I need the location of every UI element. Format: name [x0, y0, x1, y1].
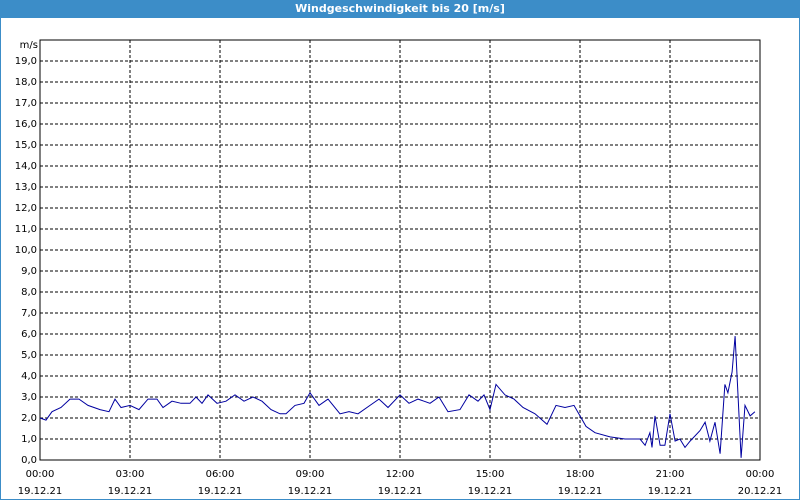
- x-tick-label: 09:00: [296, 469, 325, 480]
- x-tick-date: 20.12.21: [738, 486, 783, 497]
- y-tick-label: 18,0: [15, 77, 37, 88]
- y-tick-label: 9,0: [21, 266, 37, 277]
- y-tick-label: 0,0: [21, 455, 37, 466]
- y-tick-label: 1,0: [21, 434, 37, 445]
- y-tick-label: 14,0: [15, 161, 37, 172]
- x-tick-label: 06:00: [206, 469, 235, 480]
- y-tick-label: 11,0: [15, 224, 37, 235]
- y-tick-label: 16,0: [15, 119, 37, 130]
- x-tick-date: 19.12.21: [288, 486, 333, 497]
- chart-title: Windgeschwindigkeit bis 20 [m/s]: [295, 2, 505, 15]
- y-tick-label: 4,0: [21, 371, 37, 382]
- y-tick-label: 13,0: [15, 182, 37, 193]
- y-tick-label: 15,0: [15, 140, 37, 151]
- x-tick-label: 00:00: [746, 469, 775, 480]
- data-line: [39, 336, 756, 458]
- x-tick-date: 19.12.21: [108, 486, 153, 497]
- x-tick-date: 19.12.21: [198, 486, 243, 497]
- y-tick-label: 17,0: [15, 98, 37, 109]
- y-tick-label: 12,0: [15, 203, 37, 214]
- y-tick-label: 7,0: [21, 308, 37, 319]
- y-tick-label: 2,0: [21, 413, 37, 424]
- x-tick-date: 19.12.21: [468, 486, 513, 497]
- plot-border: [39, 39, 761, 461]
- y-tick-label: 10,0: [15, 245, 37, 256]
- x-tick-label: 18:00: [566, 469, 595, 480]
- y-tick-label: 5,0: [21, 350, 37, 361]
- x-tick-date: 19.12.21: [558, 486, 603, 497]
- x-tick-label: 12:00: [386, 469, 415, 480]
- y-tick-label: 6,0: [21, 329, 37, 340]
- y-tick-label: 8,0: [21, 287, 37, 298]
- x-tick-label: 03:00: [116, 469, 145, 480]
- x-tick-label: 21:00: [656, 469, 685, 480]
- x-tick-date: 19.12.21: [18, 486, 63, 497]
- title-bar: [0, 0, 800, 18]
- x-tick-date: 19.12.21: [648, 486, 693, 497]
- y-unit: m/s: [20, 40, 38, 51]
- x-tick-label: 15:00: [476, 469, 505, 480]
- y-tick-label: 3,0: [21, 392, 37, 403]
- x-tick-label: 00:00: [26, 469, 55, 480]
- x-tick-date: 19.12.21: [378, 486, 423, 497]
- y-tick-label: 19,0: [15, 56, 37, 67]
